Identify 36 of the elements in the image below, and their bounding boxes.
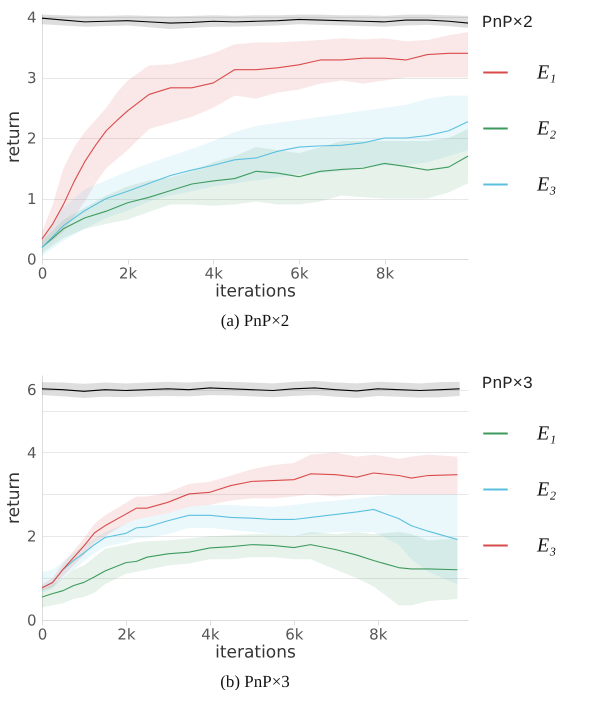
line-series xyxy=(41,472,458,588)
x-tick-label: 4k xyxy=(201,626,220,644)
y-axis-title: return xyxy=(4,472,24,524)
line-series xyxy=(41,544,458,598)
legend-label: E₂ xyxy=(536,478,556,500)
x-axis-title: iterations xyxy=(215,282,296,302)
legend-title: PnP×2 xyxy=(482,14,534,33)
x-tick-label: 8k xyxy=(369,626,388,644)
x-tick-label: 2k xyxy=(117,626,136,644)
legend-label: E₁ xyxy=(536,422,556,444)
x-tick-label: 0 xyxy=(38,264,48,282)
x-tick-label: 6k xyxy=(290,264,309,282)
y-tick-label: 1 xyxy=(26,190,36,208)
legend-label: E₃ xyxy=(536,534,556,556)
y-tick-label: 6 xyxy=(26,381,36,400)
legend-label: E₃ xyxy=(536,174,556,196)
x-tick-label: 0 xyxy=(38,626,48,644)
y-axis-title: return xyxy=(4,111,24,163)
legend-label: E₂ xyxy=(536,118,556,140)
x-tick-label: 6k xyxy=(285,626,304,644)
legend-title: PnP×3 xyxy=(482,375,534,394)
x-tick-label: 4k xyxy=(204,264,224,282)
y-tick-label: 4 xyxy=(26,8,36,27)
y-tick-label: 0 xyxy=(26,612,36,630)
text: (a) PnP×2 xyxy=(220,311,290,330)
line-series xyxy=(41,508,458,588)
x-tick-label: 2k xyxy=(119,264,138,282)
y-tick-label: 2 xyxy=(26,528,36,546)
line-series xyxy=(41,156,469,248)
y-tick-label: 0 xyxy=(26,250,36,268)
y-tick-label: 2 xyxy=(26,130,36,148)
x-tick-label: 8k xyxy=(376,264,394,282)
legend-label: E₁ xyxy=(536,62,556,84)
x-axis-title: iterations xyxy=(215,642,296,662)
y-tick-label: 3 xyxy=(26,69,36,88)
y-tick-label: 4 xyxy=(26,444,36,462)
